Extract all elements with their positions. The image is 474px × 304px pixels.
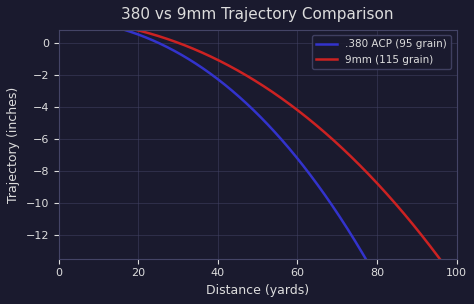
9mm (115 grain) xyxy=(56,17,62,21)
9mm (115 grain) xyxy=(292,107,298,110)
.380 ACP (95 grain) xyxy=(382,291,388,295)
Line: .380 ACP (95 grain): .380 ACP (95 grain) xyxy=(59,19,456,304)
9mm (115 grain) xyxy=(454,280,459,284)
.380 ACP (95 grain) xyxy=(245,103,251,106)
.380 ACP (95 grain) xyxy=(56,17,62,21)
9mm (115 grain) xyxy=(382,190,388,194)
9mm (115 grain) xyxy=(245,74,251,78)
.380 ACP (95 grain) xyxy=(292,154,298,158)
.380 ACP (95 grain) xyxy=(247,105,253,109)
Legend: .380 ACP (95 grain), 9mm (115 grain): .380 ACP (95 grain), 9mm (115 grain) xyxy=(312,35,451,69)
X-axis label: Distance (yards): Distance (yards) xyxy=(206,284,309,297)
Line: 9mm (115 grain): 9mm (115 grain) xyxy=(59,19,456,282)
9mm (115 grain) xyxy=(444,267,450,271)
Y-axis label: Trajectory (inches): Trajectory (inches) xyxy=(7,86,20,202)
9mm (115 grain) xyxy=(247,76,253,79)
Title: 380 vs 9mm Trajectory Comparison: 380 vs 9mm Trajectory Comparison xyxy=(121,7,394,22)
9mm (115 grain) xyxy=(271,91,277,95)
.380 ACP (95 grain) xyxy=(271,130,277,133)
